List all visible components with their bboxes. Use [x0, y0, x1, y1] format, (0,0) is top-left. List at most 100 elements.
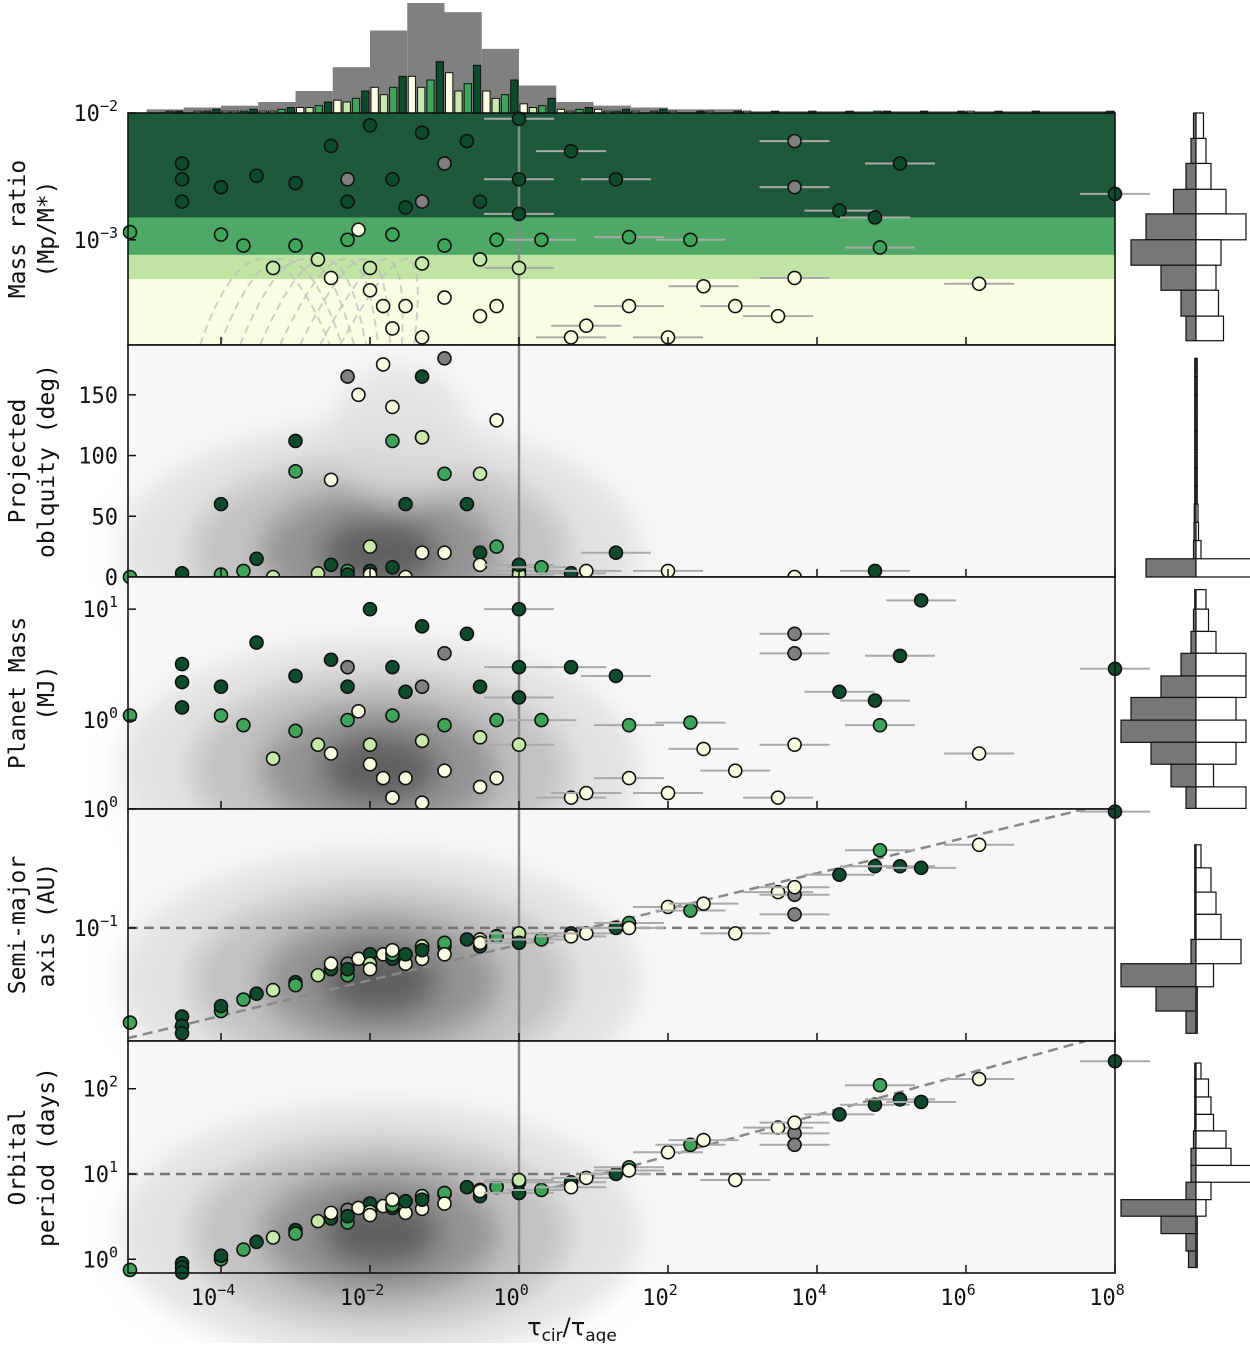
data-point [323, 652, 339, 668]
data-point [621, 229, 637, 245]
data-point [385, 790, 400, 805]
side-histogram-bar-right [1195, 315, 1225, 342]
histogram-bar-all [295, 91, 333, 113]
y-tick-label: 100 [82, 704, 118, 734]
data-point [892, 858, 908, 874]
data-point [489, 712, 504, 728]
data-point [511, 1172, 527, 1188]
side-histogram-bar-left [1145, 558, 1197, 578]
side-histogram-bar-left [1185, 1010, 1197, 1034]
y-axis-label: Semi-major axis (AU) [5, 856, 60, 994]
data-point [236, 563, 251, 579]
side-histogram-bar-right [1195, 786, 1247, 809]
side-histogram-bar-left [1185, 1181, 1197, 1201]
side-histogram-bar-right [1195, 394, 1198, 414]
side-histogram-bar-right [1195, 1147, 1232, 1167]
y-tick-label: 0 [105, 566, 118, 591]
data-point [437, 717, 452, 733]
data-point [608, 1166, 624, 1182]
data-point [511, 935, 527, 951]
histogram-bar-c [296, 107, 305, 114]
data-point [872, 240, 888, 255]
data-point [414, 330, 430, 345]
y-tick-label: 150 [78, 384, 118, 409]
y-axis-label: Mass ratio (Mp/M*) [5, 160, 60, 298]
x-tick-label: 104 [791, 1281, 827, 1311]
y-tick-label: 10−2 [73, 97, 118, 127]
dashed-track [319, 258, 404, 346]
histogram-bar-l [454, 90, 463, 114]
side-histogram-bar-left [1160, 1215, 1197, 1235]
side-histogram-bar-left [1190, 1147, 1197, 1167]
histogram-bar-d [547, 97, 556, 114]
data-point [832, 684, 847, 700]
histogram-bar-m [500, 94, 510, 114]
side-histogram-bar-left [1155, 986, 1197, 1012]
data-point [340, 712, 355, 728]
panel-P: 102 101 100 Orbital period (days) [5, 1039, 1150, 1347]
histogram-bar-c [370, 86, 379, 114]
data-point [288, 433, 303, 449]
data-point [414, 194, 430, 209]
data-point [362, 1207, 378, 1223]
side-histogram-bar-right [1195, 539, 1202, 560]
data-point [489, 770, 504, 786]
side-histogram-bar-right [1195, 375, 1198, 396]
x-tick-label: 10−4 [191, 1281, 236, 1311]
data-point [249, 168, 264, 184]
data-point [683, 715, 698, 730]
data-point [489, 929, 504, 944]
side-histogram-bar-left [1185, 786, 1197, 809]
side-histogram-bar-left [1170, 763, 1197, 788]
data-point [770, 790, 786, 805]
x-axis-label: τcir/τage [527, 1313, 617, 1343]
histogram-bar-all [1040, 111, 1078, 113]
data-point [727, 926, 743, 941]
data-point [414, 795, 430, 811]
histogram-bar-all [817, 111, 855, 113]
y-tick-label: 50 [92, 505, 119, 530]
data-point [236, 717, 251, 733]
data-point [323, 746, 339, 761]
data-point [534, 712, 549, 728]
data-point [472, 308, 488, 324]
side-histogram-bar-right [1195, 1130, 1227, 1149]
side-histogram-bar-left [1130, 239, 1197, 266]
histogram-bar-c [482, 90, 491, 114]
data-point [459, 932, 475, 947]
y-axis-label: Orbital period (days) [5, 1067, 60, 1247]
data-point [351, 387, 366, 403]
data-point [398, 684, 413, 700]
data-point [511, 737, 527, 753]
side-histogram-bar-right [1195, 448, 1198, 469]
data-point [340, 659, 355, 675]
side-histogram-bar-right [1195, 963, 1215, 988]
data-points [122, 804, 1150, 1041]
histogram-bar-all [966, 111, 1004, 113]
data-point [414, 733, 430, 749]
data-point [174, 700, 190, 715]
histogram-bar-all [668, 109, 706, 113]
x-tick-label: 100 [493, 1281, 529, 1311]
axes: 10−4 10−2 100 102 104 106 108 [191, 337, 1125, 1311]
data-point [563, 929, 579, 944]
data-point [265, 982, 281, 998]
data-point [511, 690, 527, 705]
data-point [414, 369, 430, 384]
side-histogram-bar-right [1195, 357, 1198, 378]
side-histogram-bar-right [1195, 467, 1198, 487]
side-histogram-bar-left [1160, 675, 1197, 699]
data-point [913, 593, 929, 608]
x-tick-label: 106 [940, 1281, 976, 1311]
data-point [414, 619, 430, 634]
data-point [323, 557, 339, 573]
density-level [320, 734, 440, 804]
data-point [385, 559, 400, 575]
data-point [608, 668, 624, 684]
side-histogram-bar-right [1195, 1250, 1198, 1269]
data-point [892, 648, 908, 664]
histogram-bar-d [286, 107, 295, 114]
data-point [437, 351, 452, 366]
histogram-bar-all [221, 105, 259, 113]
